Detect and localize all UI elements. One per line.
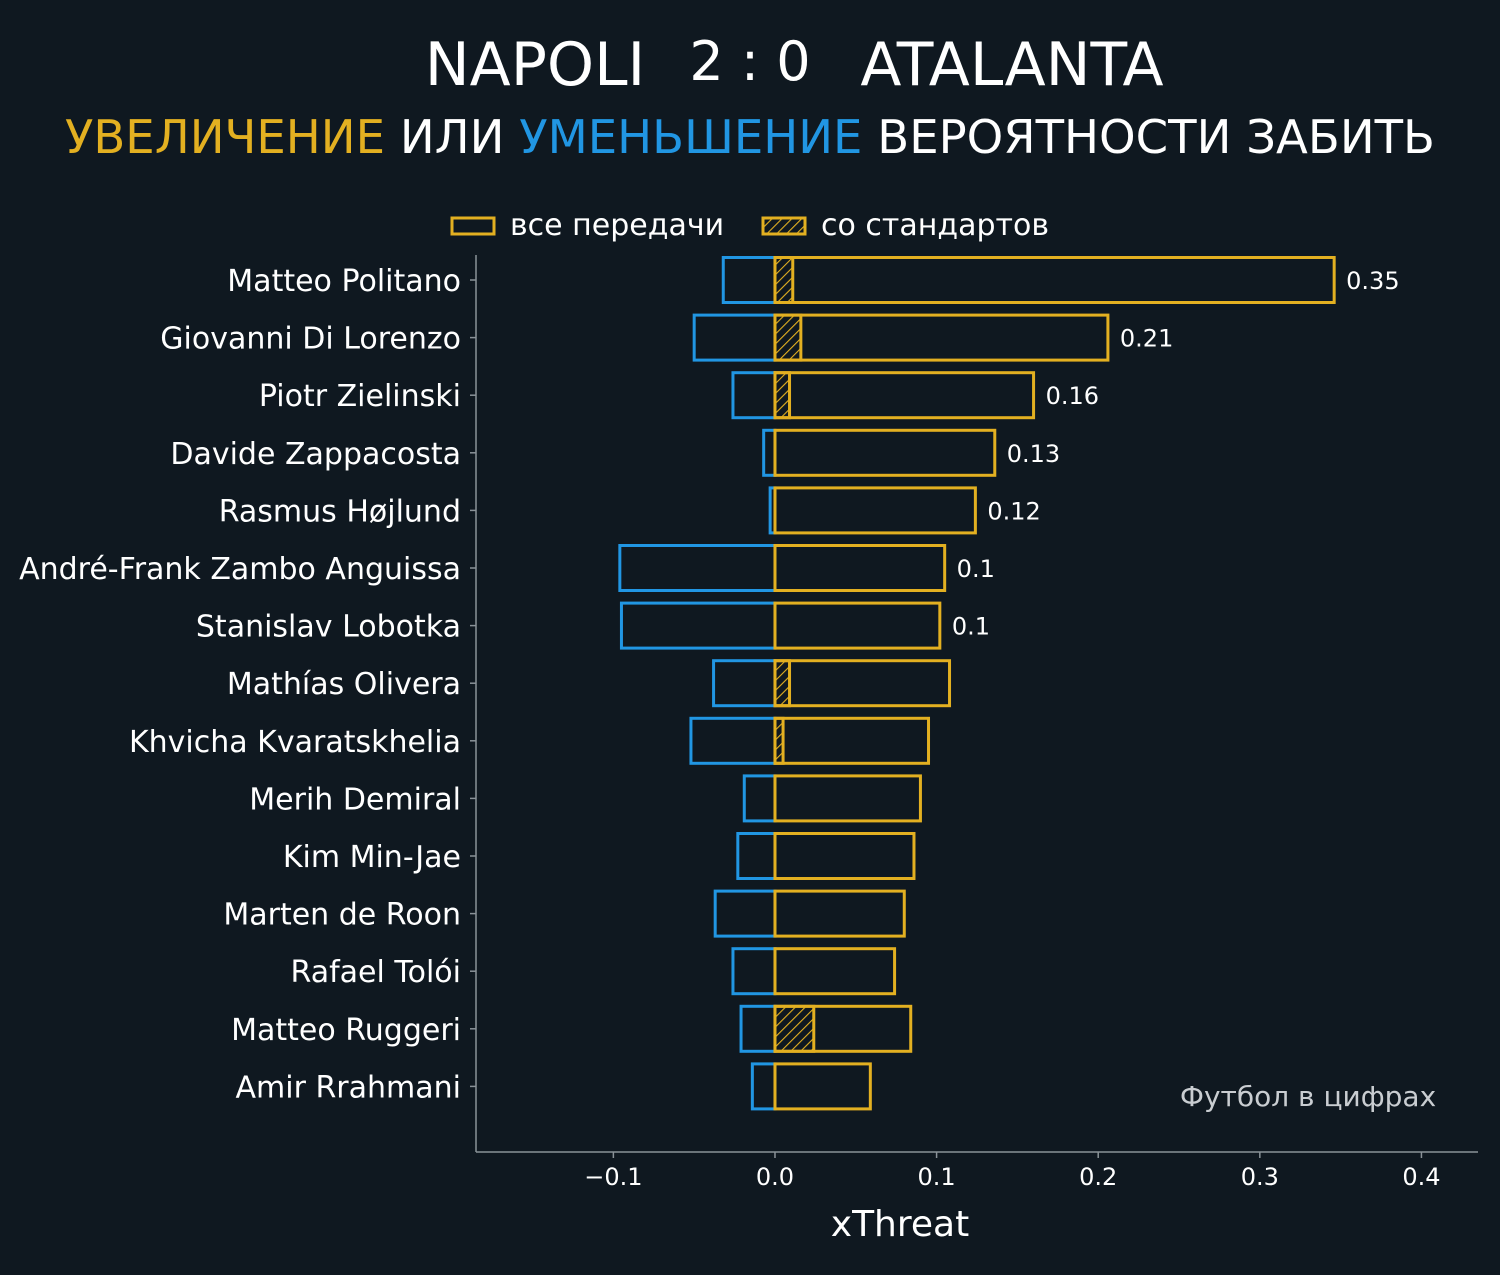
- x-tick-label: −0.1: [584, 1163, 642, 1191]
- player-label: Merih Demiral: [249, 782, 461, 817]
- legend-set-pieces-swatch: [761, 216, 807, 236]
- value-label: 0.21: [1120, 325, 1173, 353]
- increase-bar: [773, 947, 897, 996]
- player-label: Matteo Politano: [227, 264, 461, 299]
- subtitle-rest: ВЕРОЯТНОСТИ ЗАБИТЬ: [862, 110, 1435, 164]
- value-label: 0.1: [957, 555, 995, 583]
- increase-bar: [773, 313, 1110, 362]
- player-label: Rasmus Højlund: [219, 494, 461, 529]
- increase-bar: [773, 832, 916, 880]
- set-piece-bar: [773, 313, 803, 362]
- player-label: Rafael Tolói: [291, 955, 461, 990]
- x-tick-label: 0.2: [1079, 1163, 1117, 1191]
- player-label: André-Frank Zambo Anguissa: [19, 552, 461, 587]
- increase-bar: [773, 1062, 872, 1111]
- value-label: 0.16: [1046, 382, 1099, 410]
- set-piece-bar: [773, 371, 792, 420]
- value-label: 0.35: [1346, 267, 1399, 295]
- player-label: Piotr Zielinski: [259, 379, 461, 414]
- subtitle-increase: УВЕЛИЧЕНИЕ: [65, 110, 385, 164]
- increase-bar: [773, 601, 942, 650]
- home-team-title: NAPOLI: [425, 30, 645, 100]
- player-label: Marten de Roon: [223, 898, 461, 933]
- legend-set-pieces-label: со стандартов: [821, 208, 1049, 243]
- x-tick-label: 0.0: [756, 1163, 794, 1191]
- player-label: Khvicha Kvaratskhelia: [129, 725, 461, 760]
- x-axis-label: xThreat: [831, 1204, 969, 1245]
- player-label: Amir Rrahmani: [236, 1070, 461, 1105]
- player-label: Davide Zappacosta: [170, 437, 461, 472]
- increase-bar: [773, 716, 931, 765]
- x-tick-label: 0.3: [1241, 1163, 1279, 1191]
- subtitle-decrease: УМЕНЬШЕНИЕ: [519, 110, 862, 164]
- x-tick-label: 0.1: [918, 1163, 956, 1191]
- set-piece-bar: [773, 1004, 816, 1053]
- increase-bar: [773, 428, 997, 477]
- set-piece-bar: [773, 659, 792, 708]
- match-score: 2 : 0: [689, 30, 810, 93]
- increase-bar: [773, 371, 1036, 420]
- y-labels-layer: Matteo Politano Giovanni Di Lorenzo Piotr …: [19, 264, 476, 1105]
- increase-bar: [773, 544, 947, 592]
- legend-all-passes-label: все передачи: [510, 208, 724, 243]
- player-label: Mathías Olivera: [227, 667, 461, 702]
- increase-bar: [773, 889, 906, 938]
- x-tick-label: 0.4: [1402, 1163, 1440, 1191]
- set-piece-bar: [773, 256, 795, 304]
- increase-bar: [773, 1004, 913, 1053]
- legend-all-passes-swatch: [450, 216, 496, 236]
- x-ticks-layer: −0.1 0.0 0.1 0.2 0.3 0.4: [584, 1152, 1441, 1191]
- subtitle-or: ИЛИ: [385, 110, 519, 164]
- watermark: Футбол в цифрах: [1180, 1080, 1436, 1113]
- bars-layer: 0.35 0.21 0.16 0.13 0.12 0.1 0.1: [618, 256, 1400, 1111]
- player-label: Kim Min-Jae: [283, 840, 461, 875]
- increase-bar: [773, 256, 1336, 304]
- value-label: 0.13: [1007, 440, 1060, 468]
- value-label: 0.12: [987, 497, 1040, 525]
- away-team-title: ATALANTA: [860, 30, 1163, 100]
- value-label: 0.1: [952, 613, 990, 641]
- increase-bar: [773, 659, 952, 708]
- player-label: Matteo Ruggeri: [231, 1013, 461, 1048]
- player-label: Giovanni Di Lorenzo: [160, 322, 461, 357]
- subtitle: УВЕЛИЧЕНИЕ ИЛИ УМЕНЬШЕНИЕ ВЕРОЯТНОСТИ ЗА…: [65, 110, 1435, 164]
- player-label: Stanislav Lobotka: [196, 610, 461, 645]
- increase-bar: [773, 774, 922, 823]
- legend: все передачи со стандартов: [450, 208, 1049, 243]
- increase-bar: [773, 486, 977, 535]
